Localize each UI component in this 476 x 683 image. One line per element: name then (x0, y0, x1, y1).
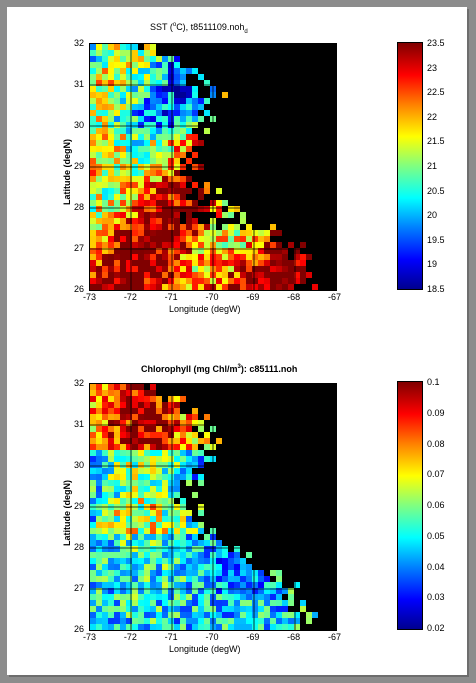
y-tick-label: 28 (74, 542, 85, 552)
cbar-tick-label: 0.05 (427, 530, 445, 541)
cbar-tick-label: 21 (427, 161, 438, 171)
x-tick-label: -68 (287, 292, 301, 302)
x-tick-label: -68 (287, 632, 301, 642)
y-tick-label: 27 (74, 243, 85, 253)
y-tick-label: 26 (74, 624, 85, 634)
sst-title: SST (oC), t8511109.nohd (150, 22, 248, 35)
y-tick-label: 30 (74, 120, 85, 130)
x-tick-label: -69 (246, 632, 260, 642)
y-tick-label: 28 (74, 202, 85, 212)
y-tick-label: 32 (74, 38, 85, 48)
chl-field (90, 384, 336, 630)
y-tick-label: 31 (74, 79, 85, 89)
x-tick-label: -73 (83, 632, 97, 642)
y-tick-label: 31 (74, 419, 85, 429)
sst-ylabel: Latitude (degN) (62, 139, 72, 205)
cbar-tick-label: 0.09 (427, 407, 445, 418)
cbar-tick-label: 21.5 (427, 136, 445, 147)
chl-xlabel: Longitude (degW) (169, 644, 241, 654)
cbar-tick-label: 22.5 (427, 87, 445, 98)
cbar-tick-label: 22 (427, 111, 438, 122)
cbar-tick-label: 19 (427, 259, 438, 270)
cbar-tick-label: 0.02 (427, 623, 445, 633)
cbar-tick-label: 19.5 (427, 234, 445, 245)
y-tick-label: 27 (74, 583, 85, 593)
cbar-tick-label: 0.04 (427, 561, 445, 572)
cbar-tick-label: 0.06 (427, 500, 445, 510)
x-tick-label: -70 (205, 292, 219, 302)
x-tick-label: -72 (123, 292, 137, 302)
chlorophyll-map (89, 383, 337, 631)
cbar-tick-label: 0.08 (427, 438, 445, 449)
sst-field (90, 44, 336, 290)
y-tick-label: 26 (74, 284, 85, 294)
cbar-tick-label: 20 (427, 210, 438, 221)
sst-xlabel: Longitude (degW) (169, 304, 241, 314)
cbar-tick-label: 18.5 (427, 284, 445, 294)
chl-ylabel: Latitude (degN) (62, 480, 72, 546)
cbar-tick-label: 0.1 (427, 377, 440, 387)
x-tick-label: -67 (328, 632, 342, 642)
x-tick-label: -72 (123, 632, 137, 642)
chl-title: Chlorophyll (mg Chl/m3): c85111.noh (141, 364, 298, 374)
x-tick-label: -67 (328, 292, 342, 302)
x-tick-label: -70 (205, 632, 219, 642)
sst-map (89, 43, 337, 291)
sst-colorbar (397, 42, 423, 290)
cbar-tick-label: 23 (427, 62, 438, 73)
cbar-tick-label: 0.07 (427, 469, 445, 480)
cbar-tick-label: 0.03 (427, 592, 445, 603)
chl-colorbar (397, 381, 423, 630)
cbar-tick-label: 23.5 (427, 38, 445, 48)
x-tick-label: -73 (83, 292, 97, 302)
y-tick-label: 29 (74, 161, 85, 171)
x-tick-label: -71 (164, 632, 178, 642)
x-tick-label: -69 (246, 292, 260, 302)
x-tick-label: -71 (164, 292, 178, 302)
y-tick-label: 30 (74, 460, 85, 470)
y-tick-label: 32 (74, 378, 85, 388)
y-tick-label: 29 (74, 501, 85, 511)
cbar-tick-label: 20.5 (427, 185, 445, 196)
